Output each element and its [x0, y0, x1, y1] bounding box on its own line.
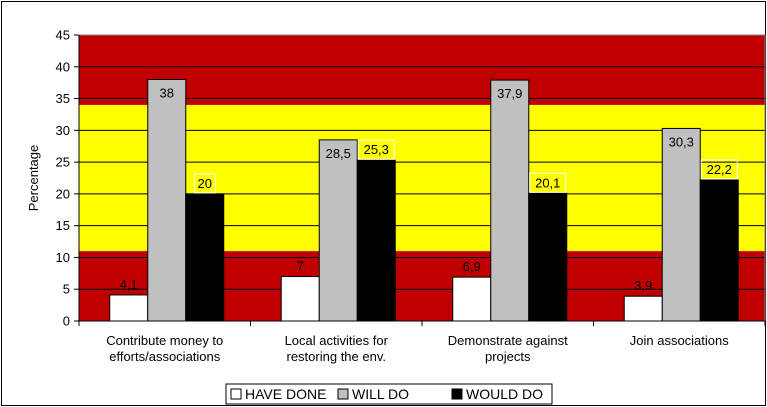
y-tick-label: 0: [63, 314, 70, 329]
data-label-box: [357, 139, 395, 160]
data-label-box: [700, 159, 738, 180]
legend-swatch: [451, 388, 463, 400]
data-label: 25,3: [364, 142, 389, 157]
x-category-label: restoring the env.: [287, 349, 386, 364]
data-label: 4,1: [120, 277, 138, 292]
bar: [490, 79, 530, 322]
data-label: 20: [198, 176, 212, 191]
y-tick-label: 35: [56, 91, 70, 106]
data-label: 6,9: [463, 259, 481, 274]
data-label: 3,9: [634, 278, 652, 293]
bar: [528, 192, 568, 322]
bar: [280, 276, 320, 322]
data-label: 37,9: [497, 86, 522, 101]
y-tick-label: 25: [56, 155, 70, 170]
data-label: 20,1: [535, 175, 560, 190]
legend-swatch: [337, 388, 349, 400]
data-label-box: [193, 173, 216, 194]
data-label: 22,2: [707, 162, 732, 177]
y-tick-label: 10: [56, 250, 70, 265]
x-category-label: Contribute money to: [106, 333, 223, 348]
background-band-2: [79, 35, 765, 105]
x-category-label: Demonstrate against: [448, 333, 568, 348]
bar: [623, 295, 663, 322]
legend-box: [225, 383, 553, 405]
legend-label: HAVE DONE: [245, 386, 326, 402]
bar: [185, 193, 225, 322]
legend-label: WOULD DO: [466, 386, 543, 402]
bar: [452, 276, 492, 322]
data-label: 38: [160, 85, 174, 100]
legend-label: WILL DO: [352, 386, 409, 402]
y-tick-label: 40: [56, 59, 70, 74]
x-category-label: projects: [485, 349, 531, 364]
x-category-label: efforts/associations: [109, 349, 221, 364]
y-tick-label: 20: [56, 186, 70, 201]
bar: [318, 139, 358, 322]
y-axis-title: Percentage: [26, 145, 41, 212]
bar: [147, 78, 187, 322]
data-label: 30,3: [669, 134, 694, 149]
legend-swatch: [230, 388, 242, 400]
y-tick-label: 45: [56, 28, 70, 43]
data-label: 28,5: [326, 146, 351, 161]
y-tick-label: 15: [56, 218, 70, 233]
x-category-label: Local activities for: [285, 333, 389, 348]
data-label-box: [529, 172, 567, 193]
bar: [661, 127, 701, 322]
bar: [356, 159, 396, 322]
bar: [109, 294, 149, 322]
bar: [699, 179, 739, 322]
data-label: 7: [297, 259, 304, 274]
x-category-label: Join associations: [630, 333, 729, 348]
y-tick-label: 5: [63, 282, 70, 297]
y-tick-label: 30: [56, 123, 70, 138]
